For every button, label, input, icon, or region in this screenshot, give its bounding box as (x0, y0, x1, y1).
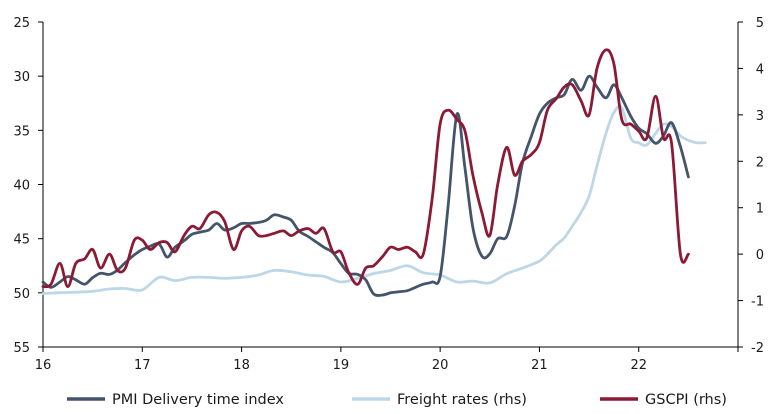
right-tick-label--1: -1 (751, 295, 764, 310)
right-tick-label-0: 0 (756, 248, 764, 263)
series-line-pmi-delivery-time (41, 74, 690, 297)
right-tick-label-3: 3 (756, 109, 764, 124)
right-tick-label-2: 2 (756, 155, 764, 170)
series-line-gscpi (41, 48, 690, 289)
x-tick-label-19: 19 (333, 358, 350, 373)
x-tick-label-16: 16 (35, 358, 52, 373)
left-tick-label-45: 45 (13, 233, 30, 248)
right-tick-label--2: -2 (751, 341, 764, 356)
x-tick-label-22: 22 (630, 358, 647, 373)
legend-label-gscpi: GSCPI (rhs) (645, 392, 727, 408)
x-tick-label-18: 18 (233, 358, 250, 373)
left-tick-label-40: 40 (13, 179, 30, 194)
right-tick-label-5: 5 (756, 16, 764, 31)
left-tick-label-35: 35 (13, 124, 30, 139)
right-tick-label-4: 4 (756, 62, 764, 77)
right-tick-label-1: 1 (756, 202, 764, 217)
left-tick-label-25: 25 (13, 16, 30, 31)
left-tick-label-55: 55 (13, 341, 30, 356)
x-tick-label-21: 21 (531, 358, 548, 373)
axes (42, 22, 739, 348)
legend-label-freight: Freight rates (rhs) (397, 392, 527, 408)
legend: PMI Delivery time index Freight rates (r… (67, 392, 727, 408)
series-line-freight-rates (41, 104, 707, 295)
series-layer (41, 48, 707, 297)
x-tick-label-20: 20 (432, 358, 449, 373)
x-tick-label-17: 17 (134, 358, 151, 373)
legend-label-pmi: PMI Delivery time index (112, 392, 284, 408)
left-tick-label-30: 30 (13, 70, 30, 85)
left-tick-label-50: 50 (13, 287, 30, 302)
